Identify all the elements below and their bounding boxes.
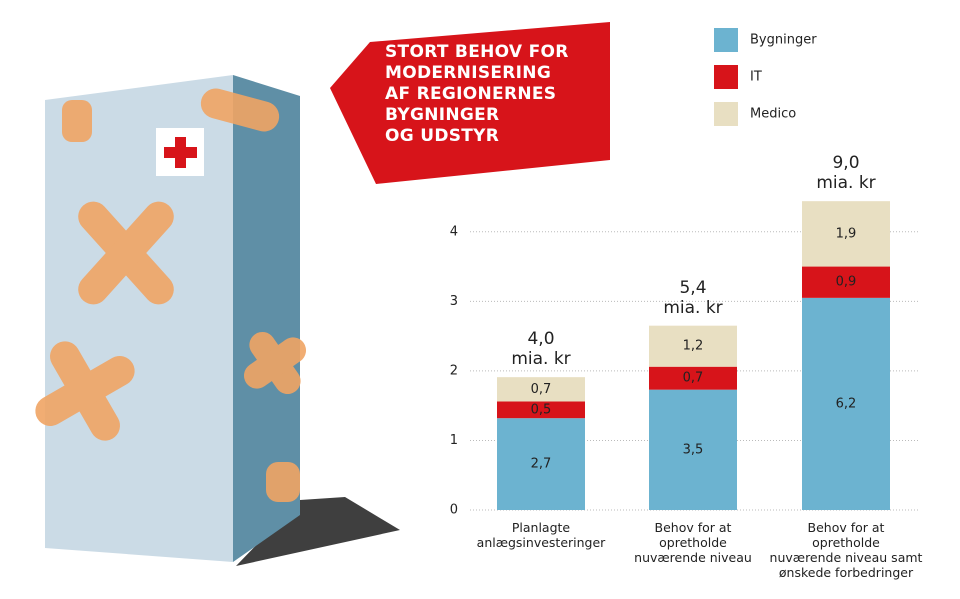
segment-label: 6,2: [836, 396, 857, 411]
y-tick-label: 0: [450, 503, 458, 518]
bar-segment: [497, 377, 585, 402]
legend-label: Medico: [750, 107, 796, 122]
x-tick-label: Behov for at opretholde nuværende niveau…: [769, 520, 923, 580]
bar-segment: [802, 201, 890, 267]
banner-shape: [330, 22, 610, 184]
y-tick-label: 2: [450, 363, 458, 378]
total-label: 5,4 mia. kr: [663, 277, 723, 318]
building-illustration: [35, 75, 400, 566]
segment-label: 1,2: [683, 339, 704, 354]
legend-label: IT: [750, 70, 762, 85]
segment-label: 0,7: [531, 382, 552, 397]
bar-segment: [802, 266, 890, 298]
legend-swatch: [714, 28, 738, 52]
segment-label: 0,5: [531, 402, 552, 417]
x-tick-label: Behov for at opretholde nuværende niveau: [634, 520, 752, 565]
segment-label: 3,5: [683, 442, 704, 457]
segment-label: 2,7: [531, 457, 552, 472]
bar-segment: [802, 297, 890, 510]
bar-segment: [649, 389, 737, 510]
segment-label: 0,9: [836, 275, 857, 290]
bar-segment: [649, 366, 737, 390]
total-label: 9,0 mia. kr: [816, 153, 876, 194]
headline: STORT BEHOV FOR MODERNISERING AF REGIONE…: [385, 42, 569, 146]
x-tick-label: Planlagte anlægsinvesteringer: [476, 520, 606, 550]
y-tick-label: 1: [450, 433, 458, 448]
y-tick-label: 3: [450, 294, 458, 309]
legend-swatch: [714, 65, 738, 89]
legend-swatch: [714, 102, 738, 126]
total-label: 4,0 mia. kr: [511, 329, 571, 370]
bar-segment: [497, 401, 585, 419]
segment-label: 1,9: [836, 226, 857, 241]
bar-segment: [497, 418, 585, 510]
legend-label: Bygninger: [750, 33, 817, 48]
segment-label: 0,7: [683, 371, 704, 386]
bar-segment: [649, 325, 737, 367]
y-tick-label: 4: [450, 224, 458, 239]
